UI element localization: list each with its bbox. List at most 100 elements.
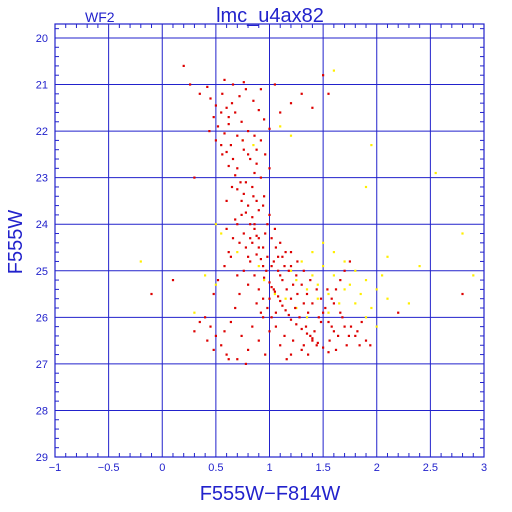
data-point [255, 199, 258, 202]
data-point [249, 260, 252, 263]
data-point [311, 106, 314, 109]
data-point [193, 330, 196, 333]
data-point [343, 325, 346, 328]
data-point [354, 269, 357, 272]
data-point [326, 288, 329, 291]
data-point [268, 167, 271, 170]
data-point [309, 279, 312, 282]
data-point [231, 237, 235, 240]
data-point [270, 286, 273, 289]
axis-ticks: −1 −0.5 0 0.5 1 1.5 2 2.5 3 20 21 22 23 24 25 26 27 28 29 [36, 24, 487, 474]
data-point [311, 251, 314, 254]
data-point [322, 311, 325, 314]
data-point [223, 132, 226, 135]
data-point [266, 223, 269, 226]
data-point [277, 269, 280, 272]
data-point [375, 288, 378, 291]
data-point [266, 255, 269, 258]
data-point [284, 251, 287, 254]
data-point [209, 97, 212, 100]
data-point [221, 153, 224, 156]
data-point [252, 144, 255, 147]
data-point [236, 274, 239, 277]
data-point [284, 309, 287, 312]
data-point [231, 157, 235, 161]
data-point [230, 102, 234, 105]
data-point [273, 83, 276, 86]
data-point [272, 288, 275, 291]
data-point [345, 344, 348, 347]
data-point [220, 111, 223, 114]
data-point [294, 306, 297, 310]
data-point [262, 297, 265, 300]
data-point [236, 223, 239, 226]
data-point [332, 330, 335, 333]
data-point [311, 339, 314, 342]
data-point [242, 81, 245, 84]
data-point [330, 325, 333, 328]
data-point [182, 64, 185, 67]
data-point [296, 260, 299, 263]
data-point [238, 241, 241, 244]
data-point [268, 213, 271, 216]
data-point [289, 102, 293, 105]
data-point [253, 227, 256, 230]
data-point [262, 204, 265, 207]
data-point [257, 265, 260, 268]
data-point [264, 153, 267, 156]
data-point [343, 288, 346, 291]
data-point [339, 279, 342, 282]
data-point [234, 111, 237, 114]
data-point [251, 325, 254, 328]
x-tick-label: −1 [49, 462, 62, 474]
x-tick-label: 0 [159, 462, 165, 474]
data-point [317, 316, 320, 319]
data-point [289, 318, 293, 321]
data-point [270, 265, 273, 268]
data-point [212, 116, 215, 119]
data-point [193, 176, 196, 179]
data-point [212, 292, 215, 296]
data-point [461, 292, 464, 296]
data-point [249, 237, 252, 240]
data-point [206, 85, 209, 88]
data-point [265, 269, 268, 272]
data-point [244, 211, 247, 214]
data-point [327, 320, 330, 324]
data-point [364, 316, 368, 319]
data-point [223, 330, 226, 333]
data-point [240, 213, 243, 216]
data-point [347, 334, 350, 337]
y-tick-label: 22 [36, 126, 48, 138]
data-point [324, 306, 327, 310]
data-point [263, 118, 266, 121]
data-point [359, 292, 362, 296]
data-point [238, 95, 241, 98]
data-point [263, 195, 266, 198]
data-point [322, 74, 325, 77]
data-point [334, 288, 338, 291]
data-point [332, 274, 335, 277]
y-tick-label: 24 [36, 219, 48, 231]
data-point [216, 125, 220, 128]
data-point [305, 292, 309, 296]
data-point [262, 265, 265, 268]
data-point [244, 246, 247, 249]
data-point [268, 330, 271, 333]
data-point [251, 241, 254, 244]
data-point [316, 283, 319, 286]
data-point [257, 209, 260, 212]
data-point [259, 258, 262, 261]
data-point [341, 316, 344, 319]
data-point [171, 279, 175, 282]
data-point [311, 274, 314, 277]
data-point [263, 276, 266, 279]
data-point [234, 218, 237, 221]
data-point [242, 148, 245, 151]
data-point [354, 334, 357, 337]
data-point [257, 288, 260, 291]
data-point [220, 232, 223, 235]
data-point [242, 269, 245, 272]
data-point [268, 127, 271, 130]
